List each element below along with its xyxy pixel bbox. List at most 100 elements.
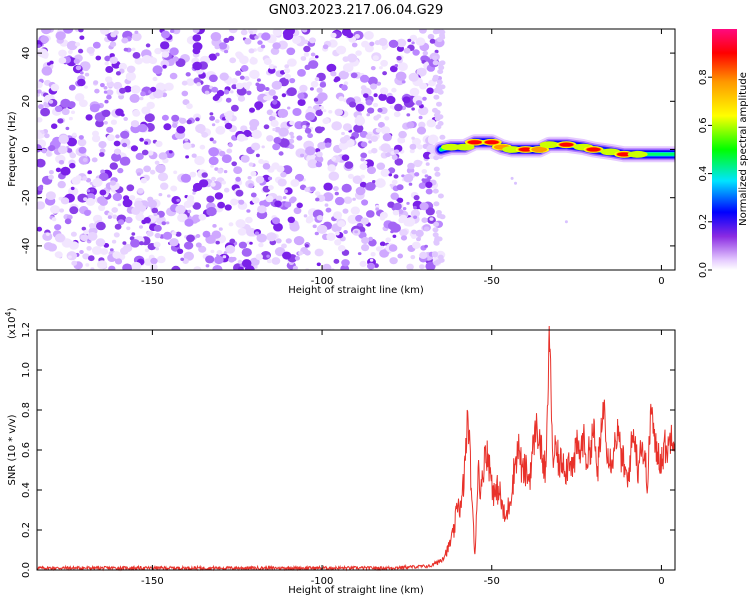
noise-blob (182, 142, 192, 150)
noise-edge-blob (437, 69, 444, 75)
noise-blob (249, 107, 255, 113)
noise-blob (424, 174, 429, 178)
noise-blob (243, 129, 252, 138)
noise-blob (312, 224, 317, 229)
noise-blob (380, 143, 391, 153)
noise-blob (103, 243, 110, 248)
noise-blob (176, 198, 180, 202)
noise-blob (134, 30, 139, 34)
y-tick-label: 0.6 (21, 442, 32, 458)
noise-blob (369, 258, 374, 262)
noise-blob (292, 108, 302, 116)
noise-blob (228, 222, 234, 227)
noise-blob (244, 76, 250, 81)
noise-blob (186, 195, 195, 202)
noise-blob (206, 206, 217, 217)
noise-blob (186, 78, 195, 86)
noise-blob (429, 217, 434, 221)
noise-blob (175, 204, 186, 214)
noise-blob (103, 86, 108, 90)
noise-blob (131, 207, 141, 215)
noise-blob (249, 69, 260, 79)
noise-blob (314, 126, 324, 134)
noise-blob (86, 46, 95, 54)
noise-blob (292, 36, 302, 45)
noise-blob (98, 141, 107, 149)
noise-blob (229, 57, 237, 64)
noise-blob (209, 112, 214, 116)
noise-blob (341, 84, 348, 91)
noise-blob (231, 104, 239, 112)
noise-blob (169, 47, 179, 56)
noise-blob (333, 186, 339, 192)
noise-blob (196, 82, 202, 87)
noise-blob (88, 223, 96, 229)
noise-blob (344, 161, 354, 169)
noise-blob (192, 34, 202, 42)
noise-blob (230, 198, 239, 206)
noise-blob (155, 140, 163, 148)
noise-blob (199, 144, 206, 150)
noise-blob (195, 234, 201, 238)
noise-blob (169, 238, 179, 247)
noise-blob (237, 259, 243, 264)
noise-blob (415, 37, 426, 46)
noise-blob (342, 63, 354, 73)
noise-blob (268, 64, 275, 70)
noise-blob (217, 168, 224, 174)
noise-blob (410, 255, 416, 260)
noise-blob (225, 97, 232, 103)
noise-blob (91, 246, 103, 255)
noise-blob (360, 157, 365, 162)
noise-blob (54, 224, 62, 231)
noise-blob (97, 196, 106, 205)
noise-blob (268, 89, 276, 96)
stray-dot (514, 181, 517, 185)
noise-blob (341, 259, 350, 267)
noise-blob (253, 265, 258, 269)
noise-blob (290, 179, 300, 187)
noise-blob (37, 226, 43, 232)
noise-blob (299, 84, 308, 93)
noise-blob (395, 71, 407, 81)
noise-blob (254, 231, 260, 236)
noise-blob (313, 97, 319, 102)
noise-blob (396, 38, 407, 48)
noise-blob (304, 244, 309, 248)
noise-blob (45, 191, 56, 201)
snr-x-axis: -150 -100 -50 0 (141, 330, 665, 587)
noise-blob (377, 121, 385, 128)
noise-blob (73, 58, 80, 64)
noise-blob (144, 113, 155, 123)
noise-blob (201, 131, 209, 138)
snr-multiplier-close: ) (7, 307, 18, 311)
noise-edge-blob (431, 251, 438, 257)
noise-blob (209, 74, 218, 83)
noise-blob (155, 247, 160, 251)
colorbar-tick-label: 0.8 (698, 69, 709, 85)
noise-blob (84, 72, 90, 77)
noise-blob (205, 255, 215, 264)
noise-blob (212, 265, 223, 270)
noise-blob (105, 66, 114, 73)
noise-blob (296, 202, 303, 209)
noise-blob (82, 157, 88, 162)
signal-hotspot (484, 140, 499, 145)
noise-blob (380, 168, 390, 177)
noise-blob (370, 252, 376, 257)
snr-x-label: Height of straight line (km) (288, 585, 424, 596)
noise-blob (303, 45, 311, 53)
noise-blob (185, 155, 190, 159)
noise-blob (129, 195, 136, 201)
noise-blob (379, 241, 386, 247)
noise-blob (376, 162, 386, 170)
noise-blob (40, 51, 49, 59)
noise-blob (281, 243, 287, 249)
noise-blob (139, 241, 144, 246)
noise-blob (223, 37, 230, 44)
noise-blob (393, 111, 401, 118)
noise-blob (210, 249, 215, 254)
noise-blob (95, 55, 102, 61)
noise-blob (72, 132, 77, 137)
